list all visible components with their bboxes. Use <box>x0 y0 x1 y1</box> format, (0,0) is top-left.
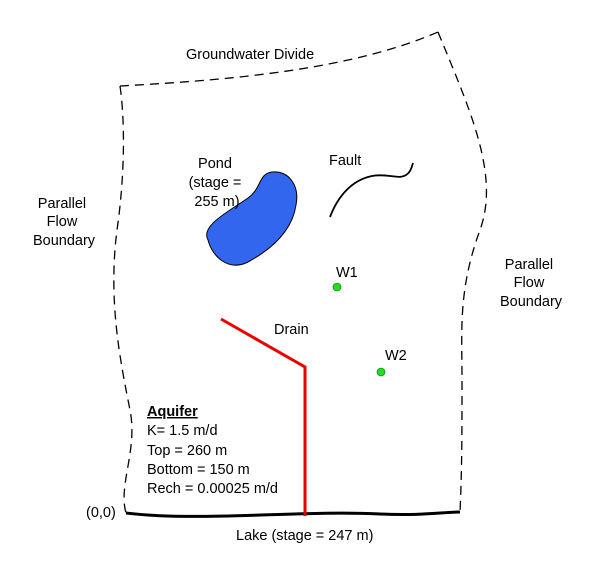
origin-label: (0,0) <box>86 505 116 521</box>
aquifer-prop-top: Top = 260 m <box>147 443 227 459</box>
left-flow-boundary <box>113 85 133 514</box>
pond <box>206 171 298 266</box>
left-boundary-line-2: Flow <box>47 214 78 230</box>
left-boundary-line-1: Parallel <box>38 196 86 212</box>
well-w2-label: W2 <box>385 348 407 364</box>
drain-label: Drain <box>274 322 309 338</box>
right-boundary-label: Parallel Flow Boundary <box>500 257 563 310</box>
right-flow-boundary <box>437 31 488 513</box>
lake-boundary <box>125 510 461 518</box>
aquifer-prop-k: K= 1.5 m/d <box>147 423 218 439</box>
right-boundary-line-3: Boundary <box>500 294 563 310</box>
aquifer-prop-recharge: Rech = 0.00025 m/d <box>147 481 278 497</box>
right-boundary-line-2: Flow <box>514 275 545 291</box>
fault-label: Fault <box>329 153 361 169</box>
drain-line <box>220 317 307 516</box>
pond-label-line-2: (stage = <box>189 175 242 191</box>
pond-label-line-3: 255 m) <box>194 194 239 210</box>
right-boundary-line-1: Parallel <box>505 257 553 273</box>
groundwater-divide-boundary <box>119 31 439 87</box>
well-w2-marker <box>376 367 386 377</box>
pond-label-line-1: Pond <box>198 156 232 172</box>
lake-label: Lake (stage = 247 m) <box>236 528 373 544</box>
fault-line <box>329 162 414 218</box>
aquifer-prop-bottom: Bottom = 150 m <box>147 462 250 478</box>
aquifer-title: Aquifer <box>147 404 198 420</box>
well-w1-marker <box>332 282 342 292</box>
aquifer-properties: Aquifer K= 1.5 m/d Top = 260 m Bottom = … <box>147 404 278 497</box>
left-boundary-label: Parallel Flow Boundary <box>33 196 96 249</box>
pond-label: Pond (stage = 255 m) <box>189 156 246 210</box>
well-w1-label: W1 <box>336 265 358 281</box>
groundwater-divide-label: Groundwater Divide <box>186 47 314 63</box>
left-boundary-line-3: Boundary <box>33 233 96 249</box>
